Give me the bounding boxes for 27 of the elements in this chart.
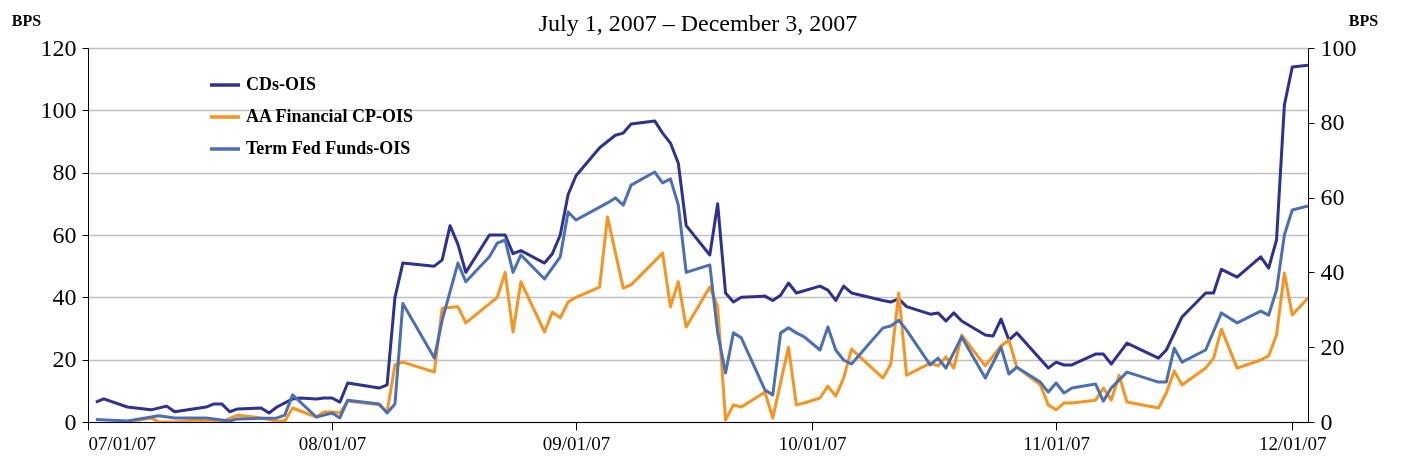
x-tick-label: 07/01/07: [88, 432, 157, 454]
y-tick-label: 40: [52, 283, 77, 310]
y2-tick-label: 80: [1320, 109, 1345, 136]
line-series: [94, 63, 1308, 415]
chart-title: July 1, 2007 – December 3, 2007: [538, 10, 858, 36]
y2-tick-label: 0: [1320, 408, 1333, 435]
x-tick-label: 10/01/07: [778, 432, 847, 454]
x-tick-label: 12/01/07: [1258, 432, 1327, 454]
legend-label: CDs-OIS: [246, 74, 317, 94]
y-tick-label: 80: [52, 159, 77, 186]
x-tick-label: 09/01/07: [542, 432, 611, 454]
y-tick-label: 0: [64, 408, 77, 435]
y-tick-label: 20: [52, 346, 77, 373]
legend-label: AA Financial CP-OIS: [246, 106, 414, 126]
legend-label: Term Fed Funds-OIS: [246, 138, 411, 158]
y2-tick-label: 20: [1320, 333, 1345, 360]
y2-tick-label: 100: [1320, 34, 1357, 61]
y-tick-label: 100: [40, 96, 77, 123]
x-tick-label: 08/01/07: [298, 432, 367, 454]
y2-tick-label: 60: [1320, 184, 1345, 211]
y-tick-label: 60: [52, 221, 77, 248]
y-axis-title: BPS: [11, 11, 42, 29]
y-tick-label: 120: [40, 34, 77, 61]
line-series: [94, 170, 1308, 422]
y2-axis-title: BPS: [1348, 11, 1379, 29]
x-tick-label: 11/01/07: [1023, 432, 1091, 454]
y2-tick-label: 40: [1320, 258, 1345, 285]
